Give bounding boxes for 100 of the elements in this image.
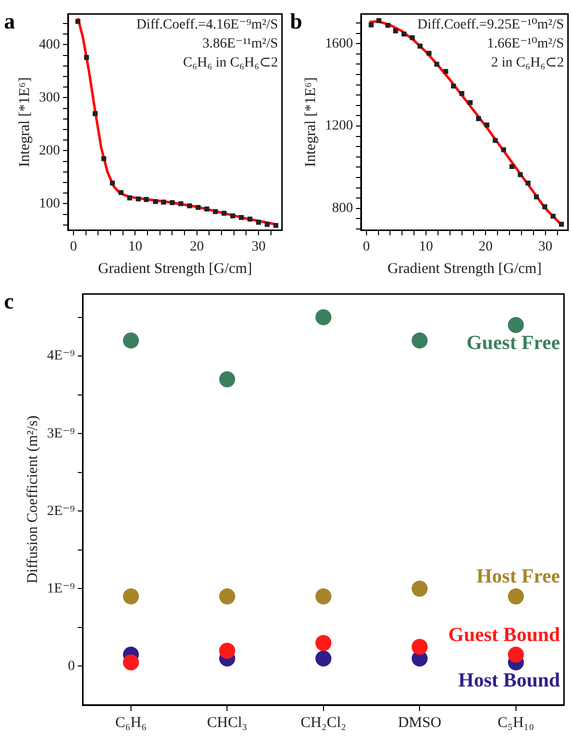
annotation: 1.66E⁻¹⁰m²/S xyxy=(486,36,564,52)
point xyxy=(122,654,139,670)
point xyxy=(315,650,332,666)
x-tick-label: DMSO xyxy=(398,714,442,731)
point xyxy=(136,196,141,202)
point xyxy=(550,214,556,219)
point xyxy=(118,190,124,196)
point xyxy=(256,220,262,225)
point xyxy=(468,100,473,106)
x-tick-label: 0 xyxy=(362,239,370,254)
point xyxy=(476,116,481,122)
point xyxy=(222,210,227,216)
point xyxy=(558,222,564,227)
annotation: Diff.Coeff.=4.16E⁻⁹m²/S xyxy=(136,18,278,33)
x-tick-label: 30 xyxy=(538,239,552,254)
y-tick-label: 0 xyxy=(68,658,75,674)
point xyxy=(484,122,490,128)
point xyxy=(418,44,423,49)
y-tick-label: 3E⁻⁹ xyxy=(46,426,75,442)
y-axis-title: Integral [*1E⁶] xyxy=(16,77,33,167)
y-tick-label: 2E⁻⁹ xyxy=(46,504,75,519)
point xyxy=(247,216,252,222)
point xyxy=(393,28,398,34)
point xyxy=(273,222,278,228)
point xyxy=(518,172,523,178)
point xyxy=(492,138,498,143)
annotation: Diff.Coeff.=9.25E⁻¹⁰m²/S xyxy=(417,18,564,33)
y-tick-label: 1200 xyxy=(325,118,353,134)
x-axis-title: Gradient Strength [G/cm] xyxy=(98,260,252,277)
x-tick-label: 10 xyxy=(128,239,142,254)
point xyxy=(238,215,244,220)
point xyxy=(75,18,80,24)
point xyxy=(526,180,531,186)
x-tick-label: 10 xyxy=(419,239,434,254)
point xyxy=(170,200,175,206)
point xyxy=(508,317,524,334)
annotation: C₆H₆ in C₆H₆⊂2 xyxy=(182,56,278,71)
series-label: Guest Bound xyxy=(448,624,560,646)
point xyxy=(264,222,270,227)
series-label: Guest Free xyxy=(466,332,560,354)
point xyxy=(315,634,332,651)
x-tick-label: 30 xyxy=(252,239,266,254)
x-tick-label: C₆H₆ xyxy=(115,714,147,731)
point xyxy=(508,646,524,663)
x-axis-title: Gradient Strength [G/cm] xyxy=(387,260,542,277)
y-tick-label: 300 xyxy=(39,90,60,106)
point xyxy=(144,196,149,202)
point xyxy=(230,213,236,218)
y-tick-label: 4E⁻⁹ xyxy=(46,348,75,364)
point xyxy=(315,588,332,604)
point xyxy=(212,209,218,214)
annotation: 2 in C₆H₆⊂2 xyxy=(491,56,564,71)
y-tick-label: 800 xyxy=(332,201,353,216)
x-tick-label: 20 xyxy=(190,239,204,254)
point xyxy=(219,371,236,388)
y-tick-label: 200 xyxy=(39,143,60,158)
annotation: 3.86E⁻¹¹m²/S xyxy=(202,36,278,52)
x-tick-label: CH₂Cl₂ xyxy=(300,714,346,731)
point xyxy=(410,35,415,40)
point xyxy=(412,638,428,655)
point xyxy=(153,199,158,204)
point xyxy=(84,54,89,60)
point xyxy=(315,309,332,326)
point xyxy=(459,91,464,96)
point xyxy=(204,206,210,212)
point xyxy=(122,588,139,604)
point xyxy=(178,201,184,206)
point xyxy=(187,203,192,208)
point xyxy=(92,111,98,116)
y-tick-label: 1E⁻⁹ xyxy=(46,581,75,596)
point xyxy=(101,156,106,162)
point xyxy=(122,332,139,349)
point xyxy=(376,18,382,24)
point xyxy=(110,180,115,186)
series-label: Host Bound xyxy=(458,670,560,692)
point xyxy=(508,588,524,604)
point xyxy=(401,32,406,36)
y-axis-title: Diffusion Coefficient (m²/s) xyxy=(24,415,41,584)
chart-title: b xyxy=(290,8,302,34)
y-tick-label: 100 xyxy=(39,196,60,212)
x-tick-label: CHCl₃ xyxy=(207,714,248,731)
x-tick-label: 20 xyxy=(478,239,493,254)
point xyxy=(219,642,236,659)
point xyxy=(219,588,236,604)
point xyxy=(426,50,432,56)
point xyxy=(450,84,456,89)
x-tick-label: C₅H₁₀ xyxy=(498,714,534,731)
point xyxy=(161,200,166,205)
chart-title: c xyxy=(4,288,14,314)
y-tick-label: 400 xyxy=(39,37,60,52)
chart-title: a xyxy=(4,8,15,34)
point xyxy=(412,580,428,597)
point xyxy=(196,204,201,210)
y-axis-title: Integral [*1E⁶] xyxy=(302,77,319,167)
point xyxy=(501,147,506,152)
point xyxy=(443,68,448,74)
point xyxy=(385,22,390,28)
series-label: Host Free xyxy=(476,566,560,588)
point xyxy=(509,164,514,170)
point xyxy=(368,22,374,28)
